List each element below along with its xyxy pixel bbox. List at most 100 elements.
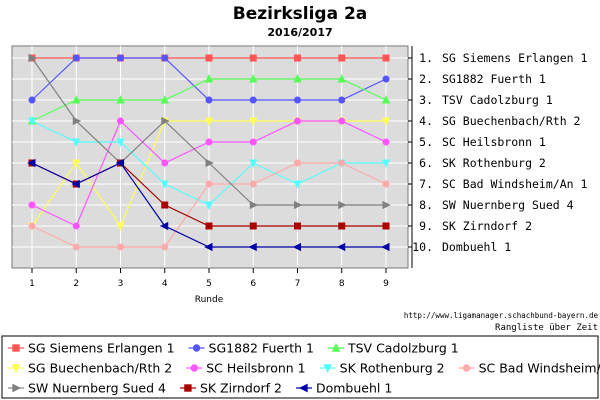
x-tick-label: 1: [29, 279, 35, 289]
data-point: [293, 159, 301, 167]
data-point: [249, 159, 258, 168]
legend-label: SW Nuernberg Sued 4: [28, 381, 166, 396]
data-point: [28, 222, 36, 230]
legend-label: SG Buechenbach/Rth 2: [28, 361, 172, 376]
data-point: [249, 74, 258, 83]
data-point: [382, 138, 390, 146]
data-point: [72, 138, 81, 147]
data-point: [293, 74, 302, 83]
rank-number: 9.: [419, 219, 433, 233]
x-axis-label: Runde: [195, 295, 224, 305]
data-point: [293, 200, 303, 210]
data-point: [338, 117, 346, 125]
legend-label: SC Heilsbronn 1: [206, 361, 305, 376]
legend-label: Dombuehl 1: [316, 381, 392, 396]
data-point: [117, 117, 125, 125]
legend-marker: [12, 383, 22, 393]
legend-label: SK Rothenburg 2: [340, 361, 445, 376]
rank-number: 1.: [419, 51, 433, 65]
rank-team-label: SK Rothenburg 2: [442, 156, 546, 170]
x-tick-label: 3: [118, 279, 124, 289]
rank-team-label: SG Buechenbach/Rth 2: [442, 114, 580, 128]
rank-team-label: SC Bad Windsheim/An 1: [442, 177, 587, 191]
x-tick-label: 7: [295, 279, 301, 289]
data-point: [293, 180, 302, 189]
data-point: [249, 54, 257, 62]
legend-item: TSV Cadolzburg 1: [327, 341, 459, 356]
chart-subtitle: 2016/2017: [267, 26, 332, 39]
legend-marker: [298, 383, 308, 393]
data-point: [160, 180, 169, 189]
rank-number: 10.: [412, 240, 433, 254]
data-point: [249, 200, 259, 210]
data-point: [292, 242, 302, 252]
legend-marker: [190, 364, 198, 372]
data-point: [161, 116, 170, 126]
legend-item: SC Heilsbronn 1: [186, 361, 306, 376]
data-point: [117, 243, 125, 251]
data-point: [204, 117, 214, 126]
rank-team-label: TSV Cadolzburg 1: [442, 93, 553, 107]
data-point: [293, 96, 301, 104]
data-point: [336, 242, 346, 252]
data-point: [248, 242, 257, 252]
data-point: [161, 243, 169, 251]
series-10: [27, 158, 390, 252]
data-point: [381, 159, 391, 168]
legend-marker: [323, 364, 333, 374]
rank-team-label: SG1882 Fuerth 1: [442, 72, 546, 86]
data-point: [72, 159, 81, 168]
legend-marker: [184, 384, 192, 392]
data-point: [160, 95, 169, 104]
x-tick-label: 5: [206, 279, 212, 289]
legend: SG Siemens Erlangen 1 SG1882 Fuerth 1 TSV …: [8, 341, 600, 396]
data-point: [159, 221, 169, 231]
data-point: [205, 158, 214, 168]
data-point: [72, 54, 80, 62]
data-point: [161, 159, 169, 167]
series-7: [28, 159, 390, 251]
data-point: [28, 201, 36, 209]
legend-item: SG1882 Fuerth 1: [188, 341, 314, 356]
legend-marker: [11, 364, 21, 374]
data-point: [381, 95, 391, 104]
data-point: [293, 117, 301, 125]
legend-label: TSV Cadolzburg 1: [347, 341, 459, 356]
data-point: [249, 138, 257, 146]
data-point: [337, 74, 346, 83]
rank-team-label: SC Heilsbronn 1: [442, 135, 546, 149]
data-point: [381, 117, 391, 126]
legend-item: Dombuehl 1: [295, 381, 392, 396]
legend-item: SK Rothenburg 2: [319, 361, 445, 376]
rank-team-label: SW Nuernberg Sued 4: [442, 198, 574, 212]
legend-marker: [192, 344, 201, 352]
data-point: [72, 116, 82, 126]
rank-number: 5.: [419, 135, 433, 149]
legend-label: SC Bad Windsheim/An 1: [479, 361, 600, 376]
data-point: [382, 200, 391, 210]
data-point: [117, 54, 125, 62]
rank-number: 6.: [419, 156, 433, 170]
x-tick-label: 4: [162, 279, 168, 289]
data-point: [27, 158, 36, 168]
data-point: [249, 96, 257, 104]
legend-marker: [331, 342, 341, 352]
legend-label: SG1882 Fuerth 1: [209, 341, 314, 356]
rank-number: 8.: [419, 198, 433, 212]
data-point: [382, 54, 390, 62]
rank-team-label: SK Zirndorf 2: [442, 219, 532, 233]
data-point: [338, 96, 346, 104]
data-point: [205, 180, 213, 188]
footer-url: http://www.ligamanager.schachbund-bayern…: [404, 311, 599, 320]
data-point: [204, 242, 213, 252]
legend-label: SK Zirndorf 2: [200, 381, 282, 396]
rank-number: 3.: [419, 93, 433, 107]
data-point: [249, 117, 258, 126]
legend-item: SW Nuernberg Sued 4: [8, 381, 166, 396]
data-point: [116, 138, 125, 147]
data-point: [28, 53, 37, 63]
data-point: [71, 179, 80, 189]
x-tick-label: 8: [339, 279, 345, 289]
data-point: [382, 75, 390, 83]
